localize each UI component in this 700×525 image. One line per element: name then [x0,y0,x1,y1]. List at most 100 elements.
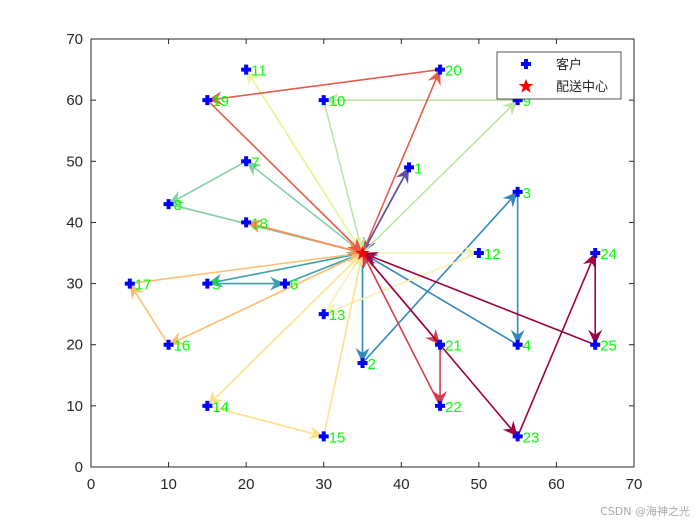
customer-marker [512,186,523,197]
x-tick-label: 20 [238,476,255,493]
route-arrowhead [355,348,370,364]
customer-label: 2 [368,356,376,373]
customer-label: 21 [445,338,462,355]
route-arrowhead [502,191,518,208]
route-arrowhead [168,331,186,345]
route-arrowhead [269,276,285,291]
customer-label: 22 [445,399,462,416]
depot-star-icon [355,246,370,260]
customer-marker [202,95,213,106]
customer-label: 18 [251,215,268,232]
customer-label: 5 [212,277,220,294]
customer-marker [512,95,523,106]
y-tick-label: 10 [66,398,83,415]
y-tick-label: 50 [66,153,83,170]
customer-marker [435,400,446,411]
customer-marker [435,64,446,75]
axis-ticks: 0 10 20 30 40 50 60 70 0 10 20 30 40 50 60 70 [66,31,642,493]
customer-label: 8 [174,197,182,214]
customer-label: 10 [329,93,346,110]
customer-label: 13 [329,307,346,324]
x-tick-label: 60 [548,476,565,493]
y-tick-label: 20 [66,337,83,354]
customer-marker [163,339,174,350]
route-arrowhead [346,248,363,262]
customer-label: 1 [414,160,422,177]
legend-depot-icon [518,79,534,93]
customer-marker [590,339,601,350]
customer-label: 11 [251,63,267,80]
y-tick-label: 40 [66,214,83,231]
customer-label: 24 [600,246,617,263]
customer-marker [318,95,329,106]
customer-label: 6 [290,277,298,294]
customer-marker [241,156,252,167]
customer-marker [318,309,329,320]
x-tick-label: 70 [626,476,643,493]
route-arrowhead [427,69,441,87]
y-tick-label: 0 [75,459,83,476]
customer-marker [404,162,415,173]
legend-customer-label: 客户 [556,57,582,73]
customer-marker [202,278,213,289]
route-arrowhead [323,302,341,316]
customer-marker [202,400,213,411]
customer-label: 23 [523,429,540,446]
customer-label: 19 [212,93,229,110]
route-arrowhead [362,251,380,266]
axes-box [90,38,635,468]
customer-label: 14 [212,399,229,416]
watermark: CSDN @海神之光 [600,505,690,518]
route-arrowhead [588,329,603,345]
customer-label: 7 [251,154,259,171]
route-arrowhead [207,390,223,406]
customer-label: 25 [600,338,617,355]
customer-marker [241,64,252,75]
customer-marker [590,248,601,258]
y-tick-label: 60 [66,92,83,109]
route-arrowhead [207,91,224,106]
customer-marker [435,339,446,350]
customer-marker [163,199,174,210]
customer-label: 16 [174,338,191,355]
customer-marker [318,431,329,442]
customer-marker [512,431,523,442]
routes-layer [129,68,603,440]
legend-box [496,51,622,100]
customer-marker [241,217,252,228]
customer-label: 20 [445,63,462,80]
route-arrowhead [395,167,410,184]
route-arrowhead [502,420,518,437]
route-arrowhead [582,253,596,270]
customer-label: 4 [523,338,531,355]
x-tick-label: 10 [160,476,177,493]
customer-label: 15 [329,429,346,446]
customer-marker [124,278,135,289]
customer-label: 17 [135,277,152,294]
route-arrowhead [433,390,448,406]
customer-marker [473,248,484,258]
legend-customer-icon [521,59,531,69]
x-tick-label: 50 [471,476,488,493]
route-arrowhead [323,93,339,108]
legend: 客户 配送中心 [496,51,622,100]
customer-marker [512,339,523,350]
route-arrowhead [246,161,263,177]
customer-label: 3 [523,185,531,202]
route-arrowhead [168,190,186,205]
route-arrowhead [463,246,479,260]
route-arrowhead [129,283,144,300]
route-arrowhead [502,100,518,116]
legend-depot-label: 配送中心 [556,80,608,95]
y-tick-label: 70 [66,31,83,48]
customer-marker [357,358,368,369]
depot-marker [355,246,370,260]
x-tick-label: 0 [87,476,95,493]
x-tick-label: 40 [393,476,410,493]
customer-label: 9 [523,93,531,110]
route-arrowhead [510,329,525,345]
customer-marker [279,278,290,289]
customer-label: 12 [484,246,501,263]
